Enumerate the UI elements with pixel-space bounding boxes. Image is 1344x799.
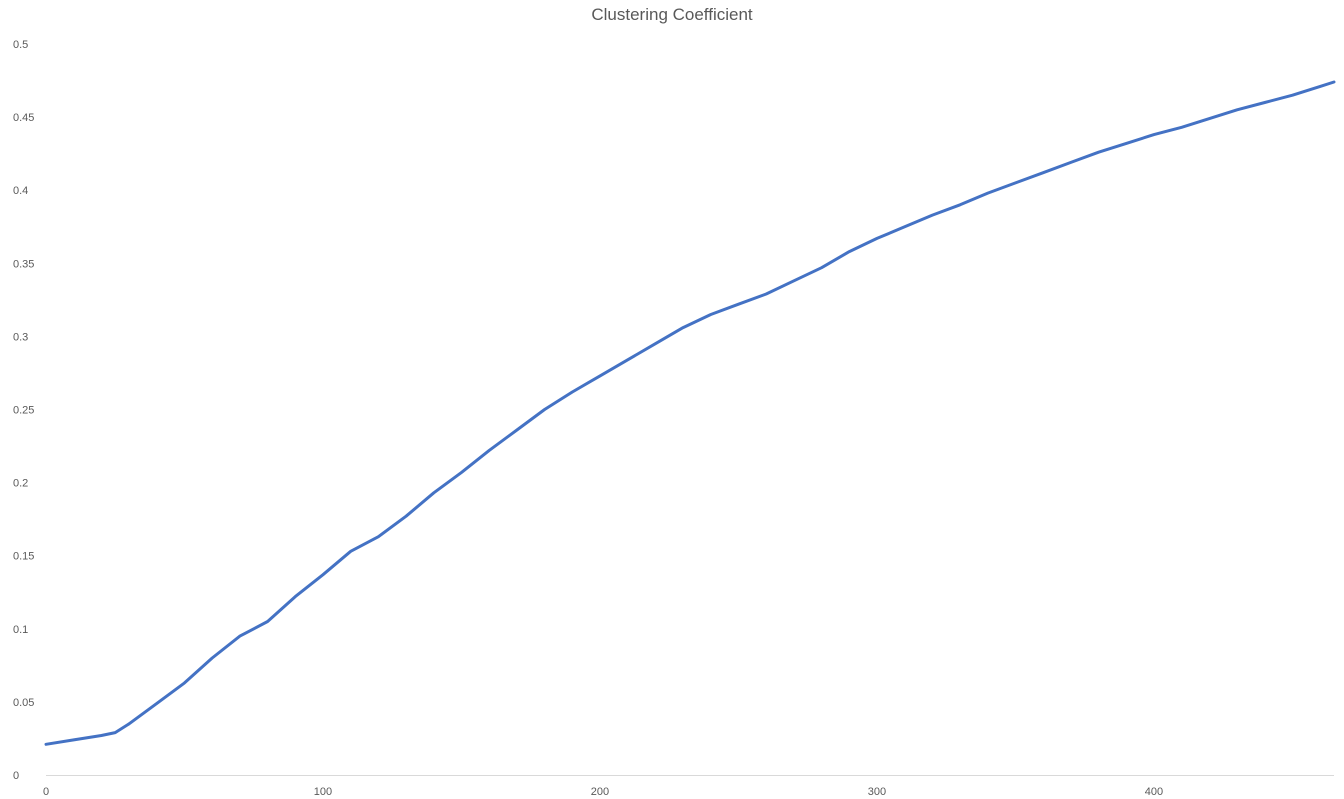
axes: 0 0.05 0.1 0.15 0.2 0.25 0.3 0.35 0.4 0.45 0.5 0 100… <box>13 39 1334 798</box>
y-tick-label: 0.5 <box>13 39 28 51</box>
y-tick-label: 0.15 <box>13 551 34 563</box>
x-tick-label: 100 <box>314 786 332 798</box>
y-tick-label: 0.45 <box>13 112 34 124</box>
y-tick-label: 0.2 <box>13 478 28 490</box>
series-line <box>44 80 1336 746</box>
x-tick-label: 0 <box>43 786 49 798</box>
chart-title: Clustering Coefficient <box>591 5 753 24</box>
y-tick-label: 0.3 <box>13 331 28 343</box>
y-tick-label: 0 <box>13 770 19 782</box>
y-tick-label: 0.25 <box>13 405 34 417</box>
y-tick-label: 0.05 <box>13 697 34 709</box>
x-tick-label: 200 <box>591 786 609 798</box>
series-group <box>44 80 1336 746</box>
y-tick-label: 0.35 <box>13 258 34 270</box>
x-tick-label: 300 <box>868 786 886 798</box>
y-tick-label: 0.1 <box>13 624 28 636</box>
y-tick-label: 0.4 <box>13 185 28 197</box>
x-tick-label: 400 <box>1145 786 1163 798</box>
